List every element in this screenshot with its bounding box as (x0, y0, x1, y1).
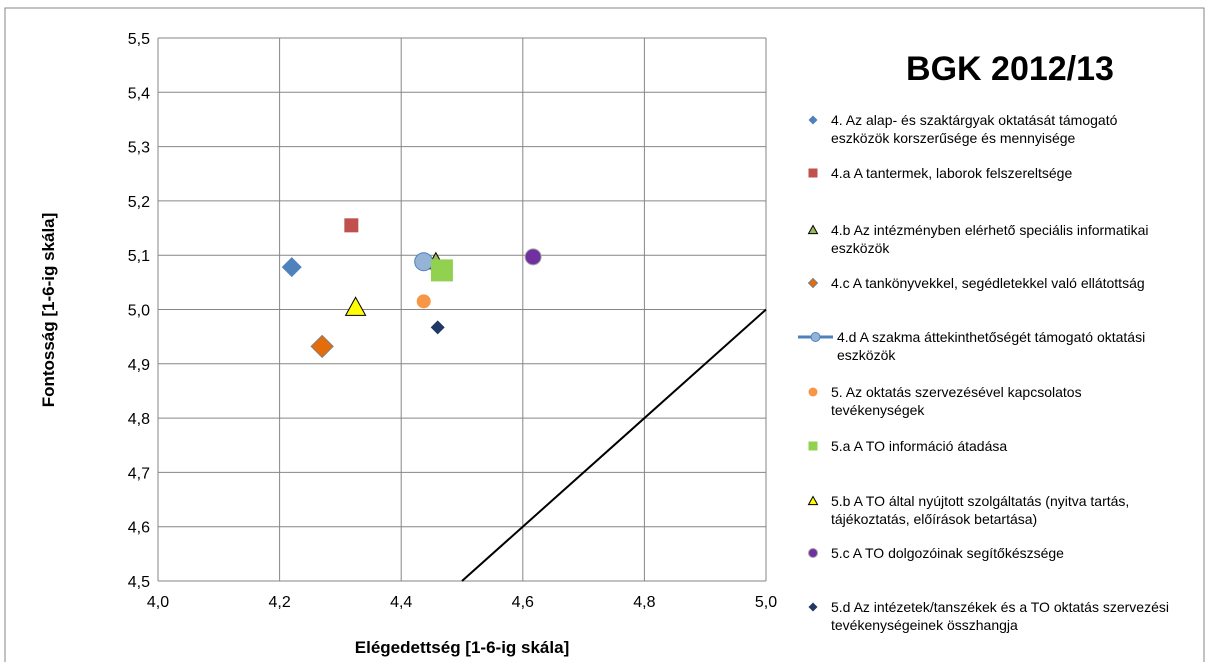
legend-item: 5.c A TO dolgozóinak segítőkészsége (805, 544, 1200, 562)
x-tick-label: 4,6 (512, 594, 534, 611)
x-tick-label: 5,0 (755, 594, 777, 611)
x-axis-title: Elégedettség [1-6-ig skála] (355, 638, 569, 657)
legend-marker (808, 602, 818, 612)
x-tick-label: 4,2 (268, 594, 290, 611)
legend-label: 5.a A TO információ átadása (831, 438, 1008, 454)
legend-label: 4. Az alap- és szaktárgyak oktatását tám… (831, 112, 1118, 146)
point (281, 257, 302, 278)
legend-symbol (808, 168, 818, 178)
legend-symbol (808, 441, 818, 451)
legend-symbol (808, 602, 818, 612)
y-tick-label: 5,3 (128, 140, 150, 157)
legend-label: 5.c A TO dolgozóinak segítőkészsége (831, 545, 1064, 561)
legend-label: 4.a A tantermek, laborok felszereltsége (831, 165, 1073, 181)
legend-marker (807, 224, 819, 235)
y-tick-label: 4,8 (128, 411, 150, 428)
legend-symbol (807, 495, 819, 506)
legend-marker (808, 548, 818, 558)
legend-marker (808, 115, 818, 125)
legend-item: 4. Az alap- és szaktárgyak oktatását tám… (805, 111, 1200, 147)
legend-item: 5.b A TO által nyújtott szolgáltatás (ny… (805, 492, 1200, 528)
legend-symbol (807, 277, 819, 289)
legend-label: 5. Az oktatás szervezésével kapcsolatos … (831, 384, 1082, 418)
legend-symbol (808, 387, 818, 397)
y-tick-label: 5,5 (128, 31, 150, 48)
point (344, 218, 359, 233)
legend-item: 5.d Az intézetek/tanszékek és a TO oktat… (805, 598, 1200, 634)
chart-title: BGK 2012/13 (906, 50, 1114, 88)
legend-marker (808, 168, 818, 178)
y-tick-label: 4,9 (128, 357, 150, 374)
legend-symbol (807, 224, 819, 235)
x-tick-label: 4,4 (390, 594, 412, 611)
point (430, 320, 445, 335)
y-tick-label: 5,2 (128, 194, 150, 211)
legend-symbol (808, 548, 818, 558)
legend-symbol (808, 115, 818, 125)
point (344, 296, 367, 316)
legend-item: 4.b Az intézményben elérhető speciális i… (805, 221, 1200, 257)
y-tick-label: 4,6 (128, 520, 150, 537)
x-tick-label: 4,0 (147, 594, 169, 611)
legend-item: 5.a A TO információ átadása (805, 437, 1200, 455)
y-tick-label: 5,4 (128, 85, 150, 102)
legend-marker (808, 441, 818, 451)
y-tick-label: 4,7 (128, 465, 150, 482)
legend-marker (798, 332, 833, 342)
reference-line (461, 308, 767, 582)
point (310, 334, 334, 359)
legend-item: 5. Az oktatás szervezésével kapcsolatos … (805, 383, 1200, 419)
x-tick-label: 4,8 (633, 594, 655, 611)
legend-marker (807, 277, 819, 289)
chart-border (4, 7, 1205, 662)
point (524, 248, 542, 266)
legend-label: 4.c A tankönyvekkel, segédletekkel való … (831, 275, 1145, 291)
point (414, 252, 434, 272)
y-tick-label: 5,0 (128, 303, 150, 320)
legend-item: 4.a A tantermek, laborok felszereltsége (805, 164, 1200, 182)
legend-label: 4.d A szakma áttekinthetőségét támogató … (837, 329, 1146, 363)
point (416, 294, 431, 309)
legend-marker (807, 495, 819, 506)
grid (157, 37, 767, 582)
legend-label: 5.d Az intézetek/tanszékek és a TO oktat… (831, 599, 1169, 633)
point (430, 259, 453, 282)
y-tick-label: 5,1 (128, 248, 150, 265)
legend-label: 4.b Az intézményben elérhető speciális i… (831, 222, 1149, 256)
legend-item: 4.d A szakma áttekinthetőségét támogató … (798, 328, 1193, 364)
legend-symbol (810, 332, 821, 342)
legend-label: 5.b A TO által nyújtott szolgáltatás (ny… (831, 493, 1130, 527)
legend-marker (808, 387, 818, 397)
legend-item: 4.c A tankönyvekkel, segédletekkel való … (805, 274, 1200, 292)
y-tick-label: 4,5 (128, 574, 150, 591)
y-axis-title: Fontosság [1-6-ig skála] (39, 213, 58, 408)
